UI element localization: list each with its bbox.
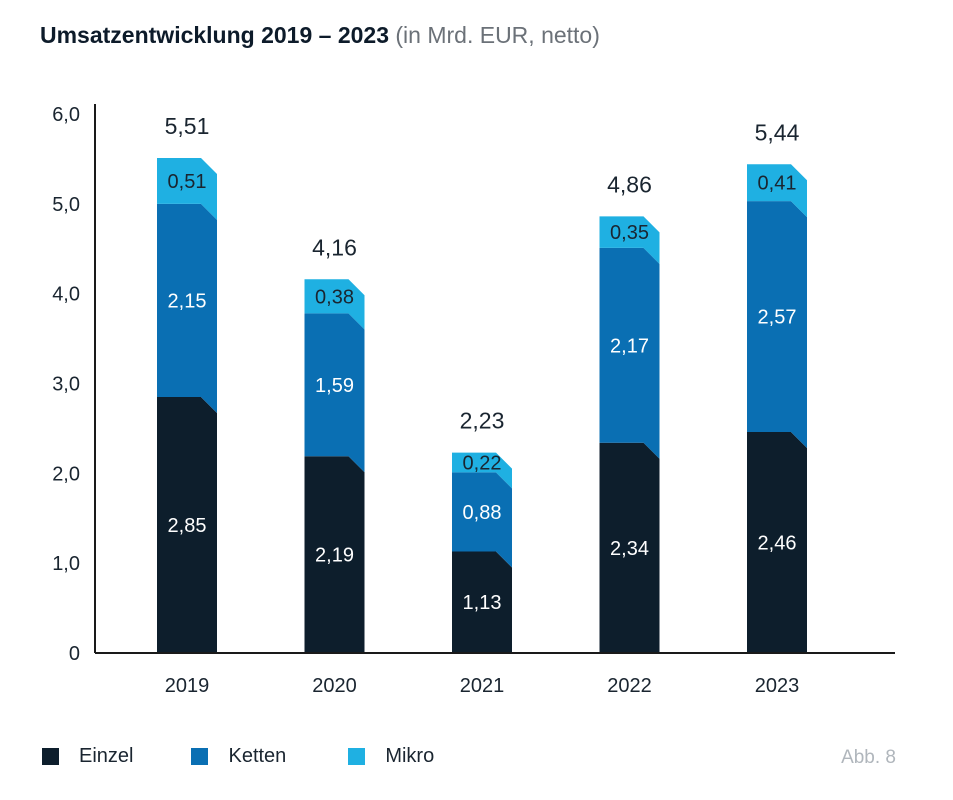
data-label-ketten-2023: 2,57: [758, 307, 797, 329]
y-tick-label: 3,0: [52, 374, 80, 396]
bar-segment-ketten-2021: [452, 472, 512, 568]
bar-segment-ketten-2023: [747, 201, 807, 449]
bar-segment-einzel-2019: [157, 396, 217, 653]
y-tick-label: 5,0: [52, 194, 80, 216]
data-label-einzel-2019: 2,85: [168, 515, 207, 537]
data-label-einzel-2023: 2,46: [758, 533, 797, 555]
legend-item-ketten: Ketten: [191, 745, 286, 768]
data-label-ketten-2021: 0,88: [463, 502, 502, 524]
bar-segment-mikro-2023: [747, 164, 807, 218]
stacked-bar-chart: 0 1,0 2,0 3,0 4,0 5,0 6,0 2,85 2,15 0,51 5,51 2019 2…: [52, 104, 895, 697]
data-label-mikro-2019: 0,51: [168, 171, 207, 193]
bar-segment-mikro-2019: [157, 158, 217, 220]
y-tick-label: 4,0: [52, 284, 80, 306]
total-label-2020: 4,16: [312, 234, 357, 260]
y-tick-label: 2,0: [52, 463, 80, 485]
x-tick-label-2021: 2021: [460, 675, 505, 697]
x-tick-label-2022: 2022: [607, 675, 652, 697]
legend-label-einzel: Einzel: [79, 745, 134, 767]
bar-segment-mikro-2022: [599, 216, 660, 264]
bar-segment-mikro-2020: [304, 279, 365, 330]
legend-swatch-mikro: [348, 748, 366, 765]
bar-segment-ketten-2022: [599, 247, 660, 459]
data-label-mikro-2023: 0,41: [758, 173, 797, 195]
chart-title-subtitle: (in Mrd. EUR, netto): [395, 22, 600, 48]
bar-segment-mikro-2021: [452, 452, 512, 489]
legend: Einzel Ketten Mikro: [42, 745, 434, 768]
legend-item-mikro: Mikro: [348, 745, 434, 768]
data-label-einzel-2021: 1,13: [463, 592, 502, 614]
data-label-mikro-2022: 0,35: [610, 222, 649, 244]
bar-segment-einzel-2023: [747, 432, 807, 653]
legend-swatch-einzel: [42, 748, 59, 765]
x-tick-label-2023: 2023: [755, 675, 800, 697]
x-tick-label-2020: 2020: [312, 675, 357, 697]
y-tick-label: 0: [69, 643, 80, 665]
x-tick-label-2019: 2019: [165, 675, 210, 697]
bar-segment-ketten-2019: [157, 203, 217, 413]
data-label-einzel-2022: 2,34: [610, 538, 649, 560]
legend-swatch-ketten: [191, 748, 209, 765]
total-label-2021: 2,23: [460, 408, 505, 434]
chart-title: Umsatzentwicklung 2019 – 2023 (in Mrd. E…: [40, 22, 600, 49]
data-label-ketten-2019: 2,15: [168, 290, 207, 312]
data-label-mikro-2020: 0,38: [315, 286, 354, 308]
total-label-2023: 5,44: [755, 119, 800, 145]
total-label-2019: 5,51: [165, 113, 210, 139]
legend-item-einzel: Einzel: [42, 745, 133, 768]
bar-segment-einzel-2022: [599, 442, 660, 653]
bar-segment-einzel-2021: [452, 551, 512, 653]
figure-label: Abb. 8: [841, 747, 896, 768]
data-label-mikro-2021: 0,22: [463, 453, 502, 475]
bar-segment-ketten-2020: [304, 313, 365, 473]
total-label-2022: 4,86: [607, 171, 652, 197]
legend-label-mikro: Mikro: [385, 745, 435, 767]
bar-segment-einzel-2020: [304, 456, 365, 653]
data-label-ketten-2020: 1,59: [315, 375, 354, 397]
legend-label-ketten: Ketten: [228, 745, 287, 767]
y-tick-label: 1,0: [52, 553, 80, 575]
chart-title-main: Umsatzentwicklung 2019 – 2023: [40, 22, 389, 48]
data-label-einzel-2020: 2,19: [315, 545, 354, 567]
data-label-ketten-2022: 2,17: [610, 335, 649, 357]
y-tick-label: 6,0: [52, 104, 80, 126]
